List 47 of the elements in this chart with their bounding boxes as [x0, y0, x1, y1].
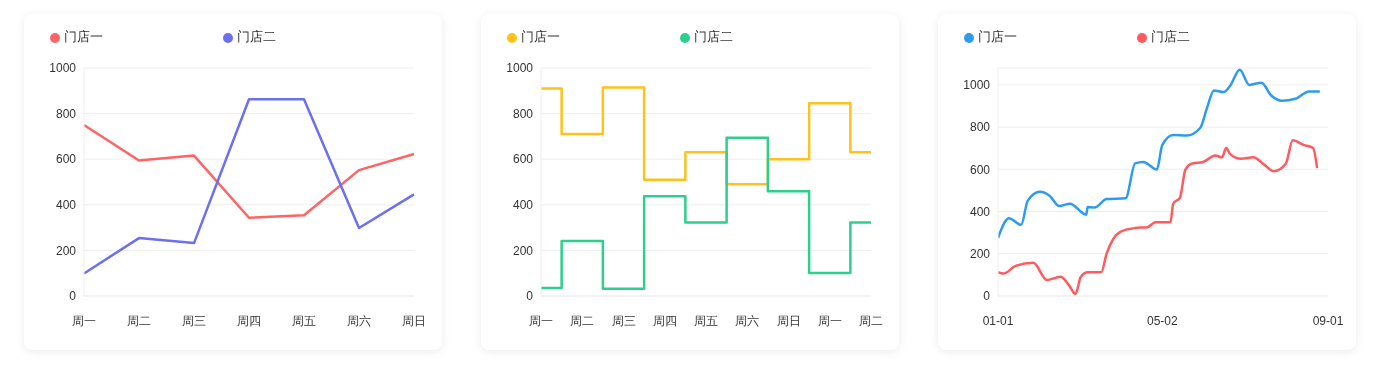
x-tick-label: 01-01 [982, 313, 1014, 328]
y-tick-label: 200 [969, 247, 991, 262]
y-tick-label: 800 [512, 106, 534, 121]
y-tick-label: 1000 [963, 78, 991, 93]
y-tick-label: 0 [69, 289, 77, 304]
legend-label: 门店二 [237, 29, 276, 44]
x-tick-label: 周五 [694, 313, 718, 328]
y-tick-label: 600 [969, 162, 991, 177]
y-tick-label: 600 [55, 152, 77, 167]
x-tick-label: 周一 [529, 313, 553, 328]
y-tick-label: 1000 [49, 61, 77, 76]
y-tick-label: 1000 [506, 61, 534, 76]
legend-label: 门店二 [1151, 29, 1190, 44]
x-tick-label: 周四 [652, 313, 677, 328]
y-tick-label: 800 [55, 106, 77, 121]
x-tick-label: 周五 [292, 313, 316, 328]
x-tick-label: 周六 [735, 313, 760, 328]
x-tick-label: 周三 [611, 313, 636, 328]
x-tick-label: 周二 [859, 313, 883, 328]
x-tick-label: 周二 [570, 313, 595, 328]
y-tick-label: 400 [55, 198, 77, 213]
line-series [82, 97, 416, 275]
y-tick-label: 200 [512, 243, 534, 258]
line-series [998, 68, 1322, 240]
legend-label: 门店一 [978, 29, 1017, 44]
y-tick-label: 0 [983, 289, 991, 304]
x-tick-label: 周四 [237, 313, 261, 328]
x-tick-label: 09-01 [1312, 313, 1344, 328]
x-tick-label: 周一 [72, 313, 96, 328]
y-tick-label: 600 [512, 152, 534, 167]
y-tick-label: 400 [512, 198, 534, 213]
x-tick-label: 周三 [182, 313, 206, 328]
x-tick-label: 周二 [127, 313, 151, 328]
x-tick-label: 周日 [776, 313, 801, 328]
legend-label: 门店二 [694, 29, 733, 44]
y-tick-label: 800 [969, 120, 991, 135]
line-series [998, 138, 1319, 296]
y-tick-label: 0 [526, 289, 534, 304]
y-tick-label: 400 [969, 204, 991, 219]
x-tick-label: 05-02 [1146, 313, 1178, 328]
x-tick-label: 周六 [347, 313, 371, 328]
legend-label: 门店一 [521, 29, 560, 44]
line-series [82, 123, 416, 220]
x-tick-label: 周日 [402, 313, 426, 328]
legend-label: 门店一 [64, 29, 103, 44]
y-tick-label: 200 [55, 243, 77, 258]
x-tick-label: 周一 [817, 313, 842, 328]
